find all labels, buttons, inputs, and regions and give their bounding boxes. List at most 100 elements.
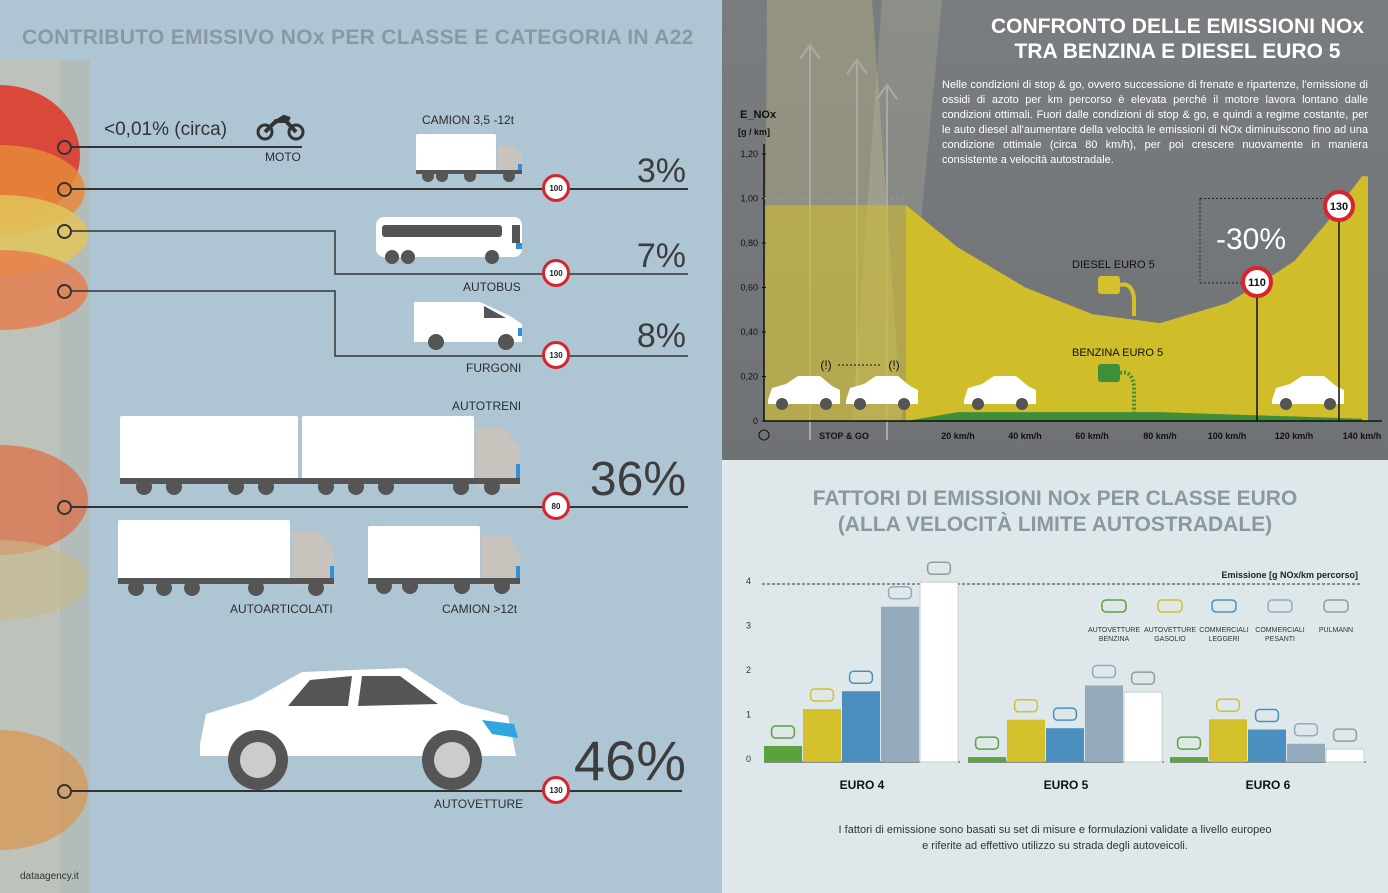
emission-arrow-head bbox=[876, 83, 898, 100]
motorcycle-icon bbox=[256, 114, 305, 141]
legend-label: COMMERCIALI bbox=[1199, 627, 1248, 634]
articulated-truck-label: AUTOARTICOLATI bbox=[230, 602, 333, 616]
comparison-title-line1: CONFRONTO DELLE EMISSIONI NOx bbox=[991, 15, 1364, 38]
bar bbox=[764, 745, 802, 762]
car-wheel bbox=[776, 398, 788, 410]
euro-class-bar-chart: 4 3 2 1 0 Emissione [g NOx/km percorso] EURO 4… bbox=[746, 561, 1366, 792]
bar bbox=[1325, 748, 1365, 763]
road-train-icon bbox=[120, 416, 520, 495]
euro-class-title-line2: (ALLA VELOCITÀ LIMITE AUTOSTRADALE) bbox=[837, 513, 1273, 536]
car-wheel bbox=[898, 398, 910, 410]
car-percent: 46% bbox=[573, 729, 686, 792]
footer-credit: dataagency.it bbox=[20, 871, 79, 882]
vehicle-icon bbox=[848, 670, 874, 684]
row-line-moto bbox=[70, 146, 302, 148]
fuel-pump-diesel-icon bbox=[1098, 276, 1120, 294]
vehicle-icon bbox=[1332, 728, 1358, 742]
x-tick-label: 120 km/h bbox=[1275, 431, 1314, 441]
footnote-line1: I fattori di emissione sono basati su se… bbox=[838, 824, 1272, 836]
van-label: FURGONI bbox=[466, 361, 522, 375]
x-tick-label: 100 km/h bbox=[1208, 431, 1247, 441]
left-title: CONTRIBUTO EMISSIVO NOx PER CLASSE E CAT… bbox=[22, 26, 694, 49]
comparison-title: CONFRONTO DELLE EMISSIONI NOx TRA BENZIN… bbox=[991, 14, 1364, 64]
vehicle-icon bbox=[1293, 723, 1319, 737]
vehicle-icon bbox=[887, 585, 913, 600]
cylinder-graphic bbox=[0, 60, 90, 893]
legend-label: AUTOVETTURE bbox=[1144, 627, 1196, 634]
articulated-truck-icon bbox=[118, 520, 334, 596]
bar bbox=[1046, 728, 1084, 762]
y-tick-label: 0,40 bbox=[740, 327, 758, 337]
row-marker-heavy bbox=[57, 500, 72, 515]
light-truck-icon bbox=[416, 134, 522, 182]
legend-label: BENZINA bbox=[1099, 636, 1130, 643]
y-tick-label: 0 bbox=[753, 416, 758, 426]
car-wheel bbox=[1016, 398, 1028, 410]
moto-label: MOTO bbox=[265, 150, 301, 164]
bar bbox=[842, 691, 880, 762]
car-icon bbox=[1272, 376, 1344, 404]
road-train-label: AUTOTRENI bbox=[452, 399, 522, 413]
heavy-truck-label: CAMION >12t bbox=[442, 602, 518, 616]
car-wheel bbox=[972, 398, 984, 410]
y-tick-label: 0,60 bbox=[740, 283, 758, 293]
y-tick-label: 3 bbox=[746, 621, 751, 631]
y-tick-label: 0,80 bbox=[740, 238, 758, 248]
vehicle-icon bbox=[1254, 708, 1280, 723]
emission-arrow-head bbox=[846, 58, 868, 75]
speed-limit-sign-car: 130 bbox=[542, 776, 570, 804]
row-marker-van bbox=[57, 284, 72, 299]
fuel-pump-petrol-icon bbox=[1098, 364, 1120, 382]
legend-label: GASOLIO bbox=[1154, 636, 1186, 643]
vehicle-icon bbox=[1052, 707, 1078, 721]
bar bbox=[803, 709, 841, 762]
legend-label: AUTOVETTURE bbox=[1088, 627, 1140, 634]
y-axis-label: Emissione [g NOx/km percorso] bbox=[1221, 570, 1358, 580]
vehicle-icon bbox=[1215, 698, 1241, 713]
legend-label: PESANTI bbox=[1265, 636, 1295, 643]
bus-label: AUTOBUS bbox=[463, 280, 521, 294]
legend-icon bbox=[1323, 599, 1349, 613]
car-label: AUTOVETTURE bbox=[434, 797, 524, 811]
car-icon bbox=[964, 376, 1036, 404]
vehicle-icon bbox=[1130, 671, 1156, 685]
bus-percent: 7% bbox=[636, 237, 686, 275]
heavy-percent: 36% bbox=[589, 453, 686, 506]
moto-value: <0,01% (circa) bbox=[104, 119, 228, 140]
bar bbox=[1209, 719, 1247, 762]
bar bbox=[881, 606, 919, 762]
speedometer-icon bbox=[758, 429, 770, 441]
legend-icon bbox=[1157, 599, 1183, 613]
speed-limit-sign-light-truck: 100 bbox=[542, 174, 570, 202]
row-line-light-truck bbox=[70, 188, 688, 190]
footnote: I fattori di emissione sono basati su se… bbox=[722, 822, 1388, 854]
speed-sign-110 bbox=[1241, 266, 1273, 298]
van-percent: 8% bbox=[636, 317, 686, 355]
car-wheel bbox=[1280, 398, 1292, 410]
van-icon bbox=[414, 302, 522, 350]
y-tick-label: 1,00 bbox=[740, 194, 758, 204]
car-icon bbox=[200, 668, 518, 790]
connector-lines bbox=[70, 230, 688, 357]
euro-class-title: FATTORI DI EMISSIONI NOx PER CLASSE EURO… bbox=[722, 486, 1388, 538]
speed-limit-sign-heavy: 80 bbox=[542, 492, 570, 520]
x-tick-label: 60 km/h bbox=[1075, 431, 1109, 441]
speed-sign-130 bbox=[1323, 190, 1355, 222]
car-wheel bbox=[820, 398, 832, 410]
x-tick-label: 40 km/h bbox=[1008, 431, 1042, 441]
vehicle-icon bbox=[1091, 664, 1117, 679]
category-label: EURO 5 bbox=[1044, 778, 1089, 792]
bar bbox=[1170, 757, 1208, 762]
petrol-label: BENZINA EURO 5 bbox=[1072, 347, 1163, 359]
light-truck-percent: 3% bbox=[636, 152, 686, 190]
y-tick-label: 2 bbox=[746, 665, 751, 675]
diesel-area bbox=[906, 176, 1368, 421]
bar bbox=[968, 757, 1006, 762]
category-label: EURO 4 bbox=[840, 778, 885, 792]
emission-arrow-head bbox=[799, 43, 821, 60]
legend-icon bbox=[1101, 599, 1127, 613]
legend-label: COMMERCIALI bbox=[1255, 627, 1304, 634]
car-icon bbox=[846, 376, 918, 404]
legend-label: LEGGERI bbox=[1208, 636, 1239, 643]
bar bbox=[1248, 729, 1286, 762]
